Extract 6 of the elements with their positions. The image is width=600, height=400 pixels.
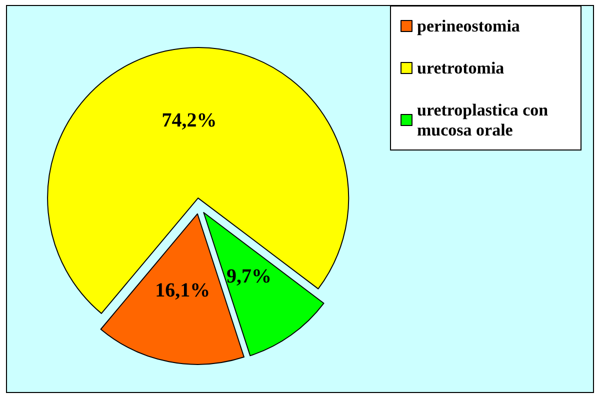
data-label: 9,7%	[226, 265, 272, 288]
legend-label: perineostomia	[417, 16, 520, 36]
data-label: 74,2%	[162, 109, 217, 132]
legend-label: uretrotomia	[417, 58, 505, 78]
data-label: 16,1%	[155, 280, 210, 302]
legend-label: uretroplastica con mucosa orale	[417, 100, 552, 140]
